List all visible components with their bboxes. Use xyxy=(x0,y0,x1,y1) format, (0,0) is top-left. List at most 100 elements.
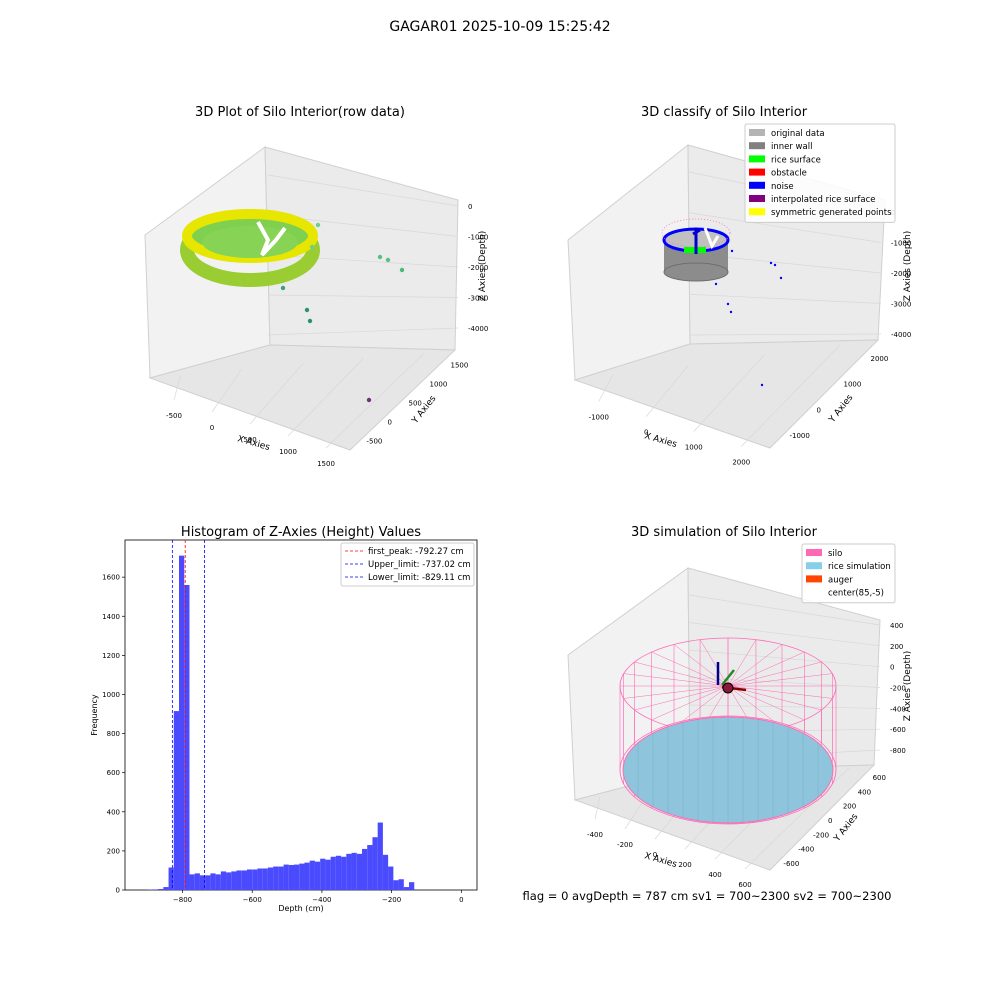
silo-spoke xyxy=(727,685,783,728)
legend-frame xyxy=(801,543,896,604)
tick-label-y: 600 xyxy=(873,774,886,782)
tick-label-y: 0 xyxy=(388,419,392,427)
silo-spoke xyxy=(651,651,729,687)
classify-auger-points xyxy=(692,228,701,254)
histogram-bar xyxy=(173,711,180,890)
x-tick-label: −600 xyxy=(243,896,262,904)
legend-swatch xyxy=(749,155,765,163)
tick-label-y: 1500 xyxy=(451,362,469,370)
panel-raw-title: 3D Plot of Silo Interior(row data) xyxy=(195,105,405,120)
tick-label-x: 600 xyxy=(738,881,751,889)
raw-point xyxy=(315,222,321,228)
status-line: flag = 0 avgDepth = 787 cm sv1 = 700~230… xyxy=(523,889,892,903)
y-tick-label: 1200 xyxy=(102,652,120,660)
tick-label-y: 2000 xyxy=(871,355,889,363)
noise-point xyxy=(729,310,733,314)
sim-legend: silo rice simulation auger center(85,-5) xyxy=(801,543,896,604)
tick-label-y: 200 xyxy=(843,803,856,811)
x-tick-label: 0 xyxy=(459,896,463,904)
classify-white-points xyxy=(703,227,720,250)
histogram-bar xyxy=(163,887,169,890)
raw-point xyxy=(399,267,405,273)
panel-classify-title: 3D classify of Silo Interior xyxy=(641,105,808,120)
histogram-bar xyxy=(205,875,211,890)
grid-line-z xyxy=(688,622,881,647)
sim-center-marker xyxy=(722,682,734,694)
histogram-bar xyxy=(367,845,373,890)
legend-swatch xyxy=(806,575,822,583)
histogram-bar xyxy=(320,858,326,890)
legend-label: symmetric generated points xyxy=(771,208,892,218)
noise-point xyxy=(769,261,773,265)
tick-label-y: 1000 xyxy=(844,381,862,389)
tick-label-x: 400 xyxy=(708,871,721,879)
histogram-bar xyxy=(278,866,284,890)
legend-swatch xyxy=(749,195,765,202)
tick-label-y: -600 xyxy=(783,860,799,868)
histogram-bar xyxy=(388,866,394,890)
panel-classify-3d: 3D classify of Silo Interior X Axies Y A… xyxy=(567,105,913,467)
histogram-bar xyxy=(304,862,310,890)
raw-ticks: -500 0 500 1000 1500 -500 0 500 1000 1500 0 -1000 -2… xyxy=(166,203,488,468)
histogram-bar xyxy=(351,852,357,890)
tick-label-x: 0 xyxy=(653,851,657,859)
raw-point-fill xyxy=(202,226,298,258)
sim-ticks: -400-2000200400600-600-400-2000200400600… xyxy=(587,622,906,889)
legend-swatch xyxy=(806,549,822,556)
tick-label-z: -1000 xyxy=(891,240,911,248)
raw-point xyxy=(304,307,310,313)
histogram-bar xyxy=(184,584,190,890)
histogram-xlabel: Depth (cm) xyxy=(278,904,323,913)
histogram-bar xyxy=(257,868,263,890)
legend-swatch xyxy=(749,208,765,216)
tick-label-x: 1000 xyxy=(685,444,703,452)
x-tick-label: −800 xyxy=(173,896,192,904)
tick-label-x: 500 xyxy=(243,436,256,444)
tick-label-z: -2000 xyxy=(468,264,488,272)
silo-spoke xyxy=(727,685,805,721)
tick-label-y: 0 xyxy=(817,406,821,414)
y-tick-label: 400 xyxy=(107,808,120,816)
legend-frame xyxy=(340,542,475,587)
classify-floor-pane xyxy=(573,339,880,449)
tick-label-y: 500 xyxy=(409,400,422,408)
tick-label-z: -1000 xyxy=(468,234,488,242)
histogram-bar xyxy=(356,853,362,890)
histogram-bar xyxy=(246,869,253,890)
histogram-bar xyxy=(346,853,352,890)
tick-label-z: -4000 xyxy=(891,331,911,339)
silo-spoke xyxy=(699,639,729,687)
tick-label-z: -3000 xyxy=(468,295,488,303)
grid-line-x xyxy=(249,363,303,425)
histogram-ylabel: Frequency xyxy=(90,694,99,736)
legend-label: noise xyxy=(771,182,794,192)
grid-line-z xyxy=(688,594,881,626)
silo-spoke xyxy=(623,673,729,687)
tick-label-x: 1000 xyxy=(279,448,297,456)
legend-label: obstacle xyxy=(771,169,807,179)
histogram-xticks: −800 −600 −400 −200 0 xyxy=(173,890,464,904)
tick-label-z: -600 xyxy=(890,726,906,734)
legend-label: rice surface xyxy=(771,155,821,165)
tick-label-x: -1000 xyxy=(589,414,609,422)
y-tick-label: 800 xyxy=(107,730,120,738)
histogram-bar xyxy=(372,837,378,890)
tick-label-x: -400 xyxy=(587,831,603,839)
histogram-bar xyxy=(215,874,221,890)
histogram-bar xyxy=(309,860,315,890)
sim-xlabel: X Axies xyxy=(643,851,678,870)
legend-label: first_peak: -792.27 cm xyxy=(368,547,464,557)
histogram-bar xyxy=(231,871,237,890)
silo-spoke xyxy=(727,644,783,687)
histogram-title: Histogram of Z-Axies (Height) Values xyxy=(181,525,421,540)
tick-label-x: 1500 xyxy=(317,460,335,468)
histogram-bar xyxy=(273,866,279,890)
y-tick-label: 0 xyxy=(116,887,120,895)
tick-label-z: 400 xyxy=(890,622,903,630)
noise-point xyxy=(726,302,730,306)
sim-axis-y xyxy=(721,669,735,686)
histogram-bar xyxy=(403,887,410,890)
legend-label: rice simulation xyxy=(828,562,891,572)
grid-line-z xyxy=(688,649,881,668)
raw-floor-pane xyxy=(148,344,457,451)
